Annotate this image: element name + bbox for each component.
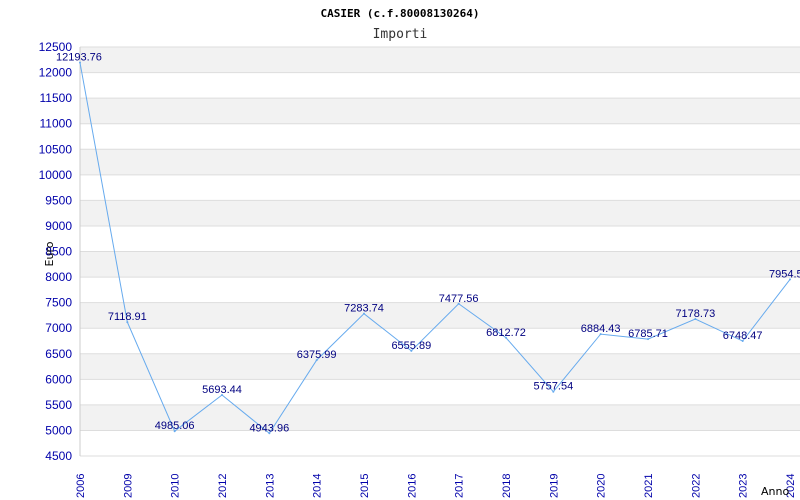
data-point [126,321,129,324]
y-tick-label: 8500 [45,245,72,259]
grid-band [80,430,800,456]
data-label: 7283.74 [344,303,384,315]
y-tick-label: 12000 [39,66,73,80]
data-label: 7118.91 [108,311,147,323]
y-tick-label: 5000 [45,423,72,437]
grid-lines [80,46,800,457]
y-axis-label: Euro [43,241,56,266]
data-point [694,318,697,321]
x-tick-label: 2018 [501,474,513,498]
data-point [789,278,791,281]
x-tick-label: 2021 [643,474,655,498]
data-point [552,390,555,393]
data-point [410,349,413,352]
x-tick-label: 2014 [312,474,324,498]
data-point [315,359,318,362]
data-label: 12193.76 [56,52,102,64]
data-point [741,340,744,343]
data-label: 6785.71 [628,328,668,340]
grid-band [80,149,800,175]
series-line [79,62,791,435]
grid-band [80,302,800,329]
data-label: 7477.56 [439,293,479,305]
grid-band [80,251,800,278]
y-tick-label: 12500 [39,40,73,54]
grid-band [80,353,800,380]
data-label: 6812.72 [486,327,526,339]
grid-band [80,404,800,431]
data-point [599,333,602,336]
x-axis-label: Anno [761,485,789,498]
x-tick-label: 2010 [170,474,182,498]
grid-band [80,174,800,201]
x-tick-label: 2023 [738,474,750,498]
data-label: 7954.5 [769,268,800,280]
x-tick-label: 2012 [217,474,229,498]
x-tick-label: 2022 [690,474,702,498]
data-label: 6748.47 [723,330,763,342]
grid-band [80,379,800,405]
y-tick-label: 5500 [45,398,72,412]
data-point [268,432,271,435]
y-tick-label: 7000 [45,321,72,335]
grid-band [80,123,800,150]
data-point [363,312,365,315]
x-tick-label: 2009 [122,474,134,498]
data-point [505,336,507,339]
x-tick-label: 2006 [75,474,87,498]
x-tick-labels: 2006 2009 2010 2012 2013 2014 2015 2016 2017 2018… [75,474,797,498]
data-label: 5693.44 [202,384,242,396]
data-point [221,393,223,396]
y-tick-label: 7500 [45,296,72,310]
y-tick-label: 8000 [45,270,72,284]
x-tick-label: 2015 [359,474,371,498]
y-tick-label: 9500 [45,193,72,207]
chart-subtitle: Importi [373,27,428,42]
grid-band [80,200,800,226]
grid-band [80,277,800,303]
x-tick-label: 2020 [596,474,608,498]
data-label: 4943.96 [249,422,289,434]
data-label: 5757.54 [533,381,573,393]
y-tick-label: 9000 [45,219,72,233]
data-point [647,338,649,341]
data-point [79,61,81,64]
data-label: 7178.73 [675,308,715,320]
y-tick-label: 4500 [45,449,72,463]
y-tick-label: 11000 [40,117,73,131]
x-tick-label: 2013 [264,474,276,498]
data-label: 4985.06 [155,420,195,432]
grid-band [80,72,800,99]
grid-band [80,98,800,124]
chart-title: CASIER (c.f.80008130264) [321,7,480,20]
data-point [457,302,460,305]
x-tick-label: 2016 [406,474,418,498]
grid-bands [80,47,800,456]
y-tick-labels: 4500 5000 5500 6000 6500 7000 7500 8000 8500 9000… [39,40,73,463]
x-tick-label: 2024 [785,474,797,498]
y-tick-label: 10500 [39,142,73,156]
x-tick-label: 2017 [454,474,466,498]
y-tick-label: 10000 [39,168,73,182]
grid-band [80,328,800,354]
data-labels: 12193.76 7118.91 4985.06 5693.44 4943.96 6375… [56,52,800,435]
y-tick-label: 6000 [45,372,72,386]
data-point [173,430,176,433]
x-tick-label: 2019 [548,474,560,498]
data-label: 6375.99 [297,349,337,361]
y-tick-label: 11500 [40,91,73,105]
data-label: 6555.89 [391,340,431,352]
data-label: 6884.43 [581,323,621,335]
grid-band [80,225,800,252]
y-tick-label: 6500 [45,347,72,361]
grid-band [80,47,800,73]
